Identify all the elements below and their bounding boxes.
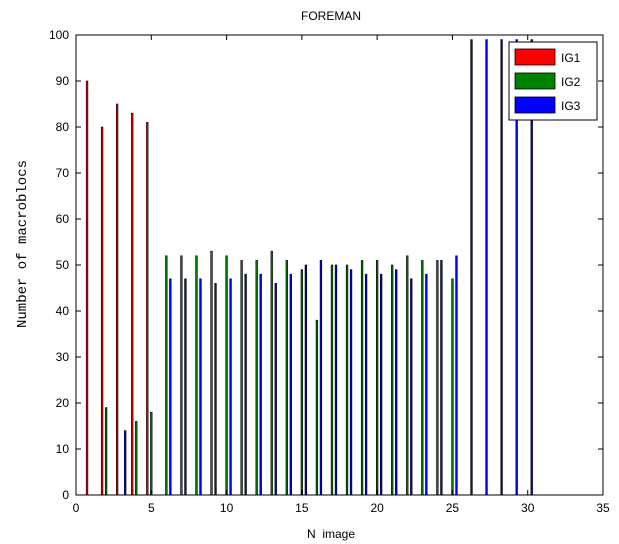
y-tick-label: 100	[49, 28, 69, 42]
legend-swatch-ig1	[514, 48, 556, 66]
y-tick-label: 60	[56, 212, 70, 226]
bar-ig2-14	[285, 260, 288, 496]
x-tick-label: 5	[148, 501, 155, 515]
y-tick-label: 30	[56, 350, 70, 364]
bar-ig1-1	[85, 80, 89, 496]
bar-ig2-21	[391, 264, 394, 496]
bar-ig3-7	[184, 278, 187, 496]
bar-ig2-11	[240, 260, 243, 496]
y-tick-label: 90	[56, 74, 70, 88]
bar-ig1-5	[146, 122, 149, 496]
bar-ig2-24	[436, 260, 439, 496]
x-axis-label: N image	[307, 527, 355, 541]
bar-ig3-18	[349, 269, 353, 496]
bar-ig2-6	[165, 255, 168, 496]
bar-ig3-10	[229, 278, 232, 496]
y-axis-label: Number of macroblocs	[15, 160, 31, 328]
bar-ig2-7	[180, 255, 183, 496]
bar-ig2-12	[255, 260, 258, 496]
bar-ig3-11	[244, 273, 247, 496]
bar-ig3-6	[169, 278, 172, 496]
bar-ig3-8	[199, 278, 202, 496]
bar-ig3-3	[124, 430, 127, 496]
bar-ig3-23	[425, 273, 428, 496]
bar-ig2-8	[195, 255, 198, 496]
y-tick-label: 80	[56, 120, 70, 134]
chart-title: FOREMAN	[301, 9, 361, 23]
bar-ig2-23	[421, 260, 424, 496]
y-tick-label: 50	[56, 258, 70, 272]
bar-ig3-16	[319, 260, 323, 496]
bar-ig3-12	[259, 273, 262, 496]
bar-ig2-22	[406, 255, 409, 496]
x-tick-label: 15	[295, 501, 309, 515]
bar-ig3-15	[304, 264, 308, 496]
bar-ig2-20	[375, 260, 379, 496]
x-tick-label: 30	[521, 501, 535, 515]
bars-group	[85, 39, 533, 496]
x-tick-label: 25	[446, 501, 460, 515]
y-tick-label: 70	[56, 166, 70, 180]
bar-ig3-9	[214, 283, 217, 496]
x-tick-label: 0	[73, 501, 80, 515]
bar-ig1-4	[131, 112, 134, 496]
legend-label-ig1: IG1	[561, 51, 581, 65]
bar-ig2-5	[150, 411, 153, 496]
bar-ig3-24	[440, 260, 443, 496]
bar-ig3-14	[289, 273, 292, 496]
bar-ig3-22	[410, 278, 413, 496]
bar-ig2-19	[360, 260, 364, 496]
bar-ig1-2	[100, 126, 104, 496]
y-tick-label: 40	[56, 304, 70, 318]
legend: IG1 IG2 IG3	[508, 41, 598, 121]
bar-ig3-20	[380, 273, 383, 496]
x-tick-label: 35	[596, 501, 610, 515]
bar-ig1-3	[116, 103, 119, 496]
bar-ig3-26	[470, 39, 473, 496]
bar-ig2-2	[104, 407, 108, 496]
axes-group: 0 5 10 15 20 25 30 35 0 10 20 30 40 50 60 70 80 90 100	[49, 28, 610, 515]
bar-ig3-17	[334, 264, 338, 496]
bar-ig2-9	[210, 250, 213, 496]
bar-ig3-28	[500, 39, 503, 496]
bar-ig3-27	[485, 39, 488, 496]
bar-ig2-16	[315, 319, 319, 496]
bar-ig2-13	[270, 250, 273, 496]
legend-label-ig2: IG2	[561, 75, 581, 89]
y-tick-label: 20	[56, 396, 70, 410]
legend-swatch-ig2	[514, 72, 556, 90]
bar-ig2-4	[135, 421, 138, 496]
bar-ig2-17	[330, 264, 334, 496]
bar-ig3-21	[395, 269, 398, 496]
bar-ig3-25	[455, 255, 458, 496]
bar-ig3-19	[364, 273, 368, 496]
bar-ig2-15	[300, 269, 304, 496]
bar-ig2-18	[345, 264, 349, 496]
x-tick-label: 20	[370, 501, 384, 515]
bar-ig2-25	[451, 278, 454, 496]
legend-swatch-ig3	[514, 96, 556, 114]
bar-ig3-13	[274, 283, 277, 496]
legend-label-ig3: IG3	[561, 99, 581, 113]
y-tick-label: 10	[56, 442, 70, 456]
bar-ig2-10	[225, 255, 228, 496]
x-tick-label: 10	[220, 501, 234, 515]
y-tick-label: 0	[62, 488, 69, 502]
